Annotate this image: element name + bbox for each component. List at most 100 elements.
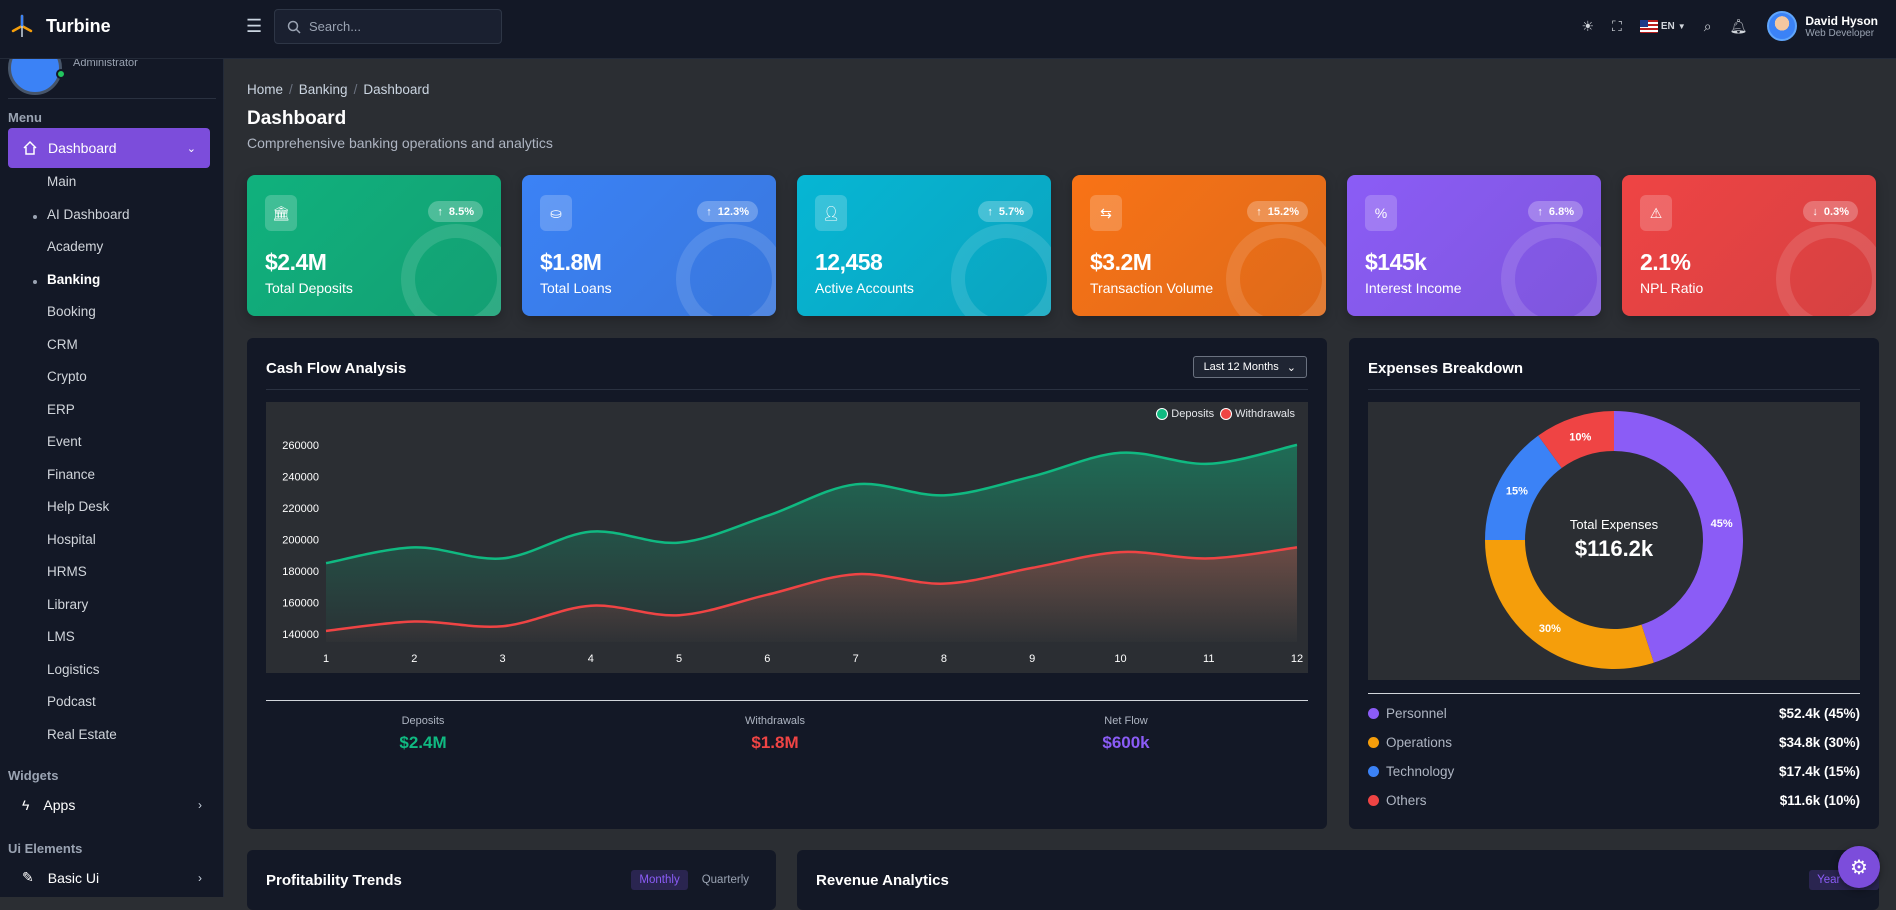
sidebar-item-booking[interactable]: Booking: [47, 304, 96, 319]
arrow-up-icon: ↑: [437, 206, 443, 218]
sidebar-item-help-desk[interactable]: Help Desk: [47, 499, 109, 514]
revenue-panel: Revenue Analytics Year to Da: [797, 850, 1879, 910]
sidebar-item-apps[interactable]: ϟ Apps ›: [22, 797, 202, 813]
period-select-value: Last 12 Months: [1204, 361, 1279, 373]
us-flag-icon: [1640, 20, 1658, 33]
page-title: Dashboard: [247, 108, 346, 130]
change-badge: ↑ 5.7%: [978, 201, 1033, 222]
panel-title: Revenue Analytics: [816, 872, 949, 889]
sidebar-item-event[interactable]: Event: [47, 434, 82, 449]
sidebar-item-finance[interactable]: Finance: [47, 467, 95, 482]
home-icon: [22, 140, 38, 156]
sidebar-item-logistics[interactable]: Logistics: [47, 662, 100, 677]
sidebar-item-ai-dashboard[interactable]: AI Dashboard: [47, 207, 130, 222]
x-tick-label: 5: [676, 653, 682, 665]
change-value: 6.8%: [1549, 206, 1574, 218]
bell-icon[interactable]: 🔔︎: [1730, 18, 1748, 35]
sidebar-item-hrms[interactable]: HRMS: [47, 564, 87, 579]
donut-center-label: Total Expenses: [1570, 517, 1659, 532]
legend-item-withdrawals[interactable]: Withdrawals: [1220, 408, 1295, 420]
arrow-up-icon: ↑: [987, 206, 993, 218]
user-name: David Hyson: [1805, 14, 1878, 28]
stat-card-npl-ratio[interactable]: ⚠↓0.3%2.1%NPL Ratio: [1622, 175, 1876, 316]
sidebar-item-dashboard[interactable]: Dashboard ⌄: [8, 128, 210, 168]
summary-value: $600k: [1026, 733, 1226, 753]
expense-row-personnel: Personnel$52.4k (45%): [1368, 706, 1860, 721]
search-input[interactable]: [309, 19, 489, 34]
chevron-right-icon: ›: [198, 798, 202, 812]
period-tabs: Monthly Quarterly: [631, 870, 757, 890]
period-select[interactable]: Last 12 Months ⌄: [1193, 356, 1307, 378]
breadcrumb-banking[interactable]: Banking: [299, 82, 348, 97]
sidebar-item-hospital[interactable]: Hospital: [47, 532, 96, 547]
language-code: EN: [1661, 21, 1675, 32]
menu-toggle-icon[interactable]: ☰: [246, 17, 264, 35]
fullscreen-icon[interactable]: ⛶: [1612, 18, 1622, 35]
profitability-panel: Profitability Trends Monthly Quarterly: [247, 850, 776, 910]
sidebar-item-academy[interactable]: Academy: [47, 239, 103, 254]
active-bullet-icon: [33, 215, 37, 219]
sidebar-item-erp[interactable]: ERP: [47, 402, 75, 417]
feather-icon: ✎: [22, 869, 34, 886]
settings-fab[interactable]: ⚙: [1838, 846, 1880, 888]
tab-quarterly[interactable]: Quarterly: [694, 870, 757, 890]
section-title-widgets: Widgets: [8, 768, 58, 783]
change-value: 0.3%: [1824, 206, 1849, 218]
y-tick-label: 160000: [282, 598, 319, 610]
sidebar-item-banking[interactable]: Banking: [47, 272, 100, 287]
sidebar-item-label: Apps: [43, 797, 75, 813]
expenses-panel: Expenses Breakdown Total Expenses $116.2…: [1349, 338, 1879, 829]
search-icon[interactable]: ⌕: [1704, 18, 1712, 35]
expense-row-technology: Technology$17.4k (15%): [1368, 764, 1860, 779]
sidebar-item-real-estate[interactable]: Real Estate: [47, 727, 117, 742]
sidebar-item-podcast[interactable]: Podcast: [47, 694, 96, 709]
sidebar-item-main[interactable]: Main: [47, 174, 76, 189]
sidebar-item-lms[interactable]: LMS: [47, 629, 75, 644]
theme-toggle-icon[interactable]: ☀: [1581, 18, 1594, 35]
user-menu[interactable]: David Hyson Web Developer: [1767, 11, 1878, 41]
sidebar-item-crm[interactable]: CRM: [47, 337, 78, 352]
tab-monthly[interactable]: Monthly: [631, 870, 687, 890]
search-box[interactable]: [274, 9, 502, 44]
x-tick-label: 6: [764, 653, 770, 665]
breadcrumb-home[interactable]: Home: [247, 82, 283, 97]
stat-value: $3.2M: [1090, 249, 1151, 276]
sidebar-item-library[interactable]: Library: [47, 597, 88, 612]
summary-label: Net Flow: [1026, 715, 1226, 727]
summary-net-flow: Net Flow $600k: [1026, 715, 1226, 753]
section-title-ui-elements: Ui Elements: [8, 841, 82, 856]
hand-coins-icon: ⛀: [540, 195, 572, 231]
language-selector[interactable]: EN ▼: [1640, 20, 1686, 33]
gear-icon: ⚙: [1850, 855, 1868, 880]
arrow-up-icon: ↑: [1256, 206, 1262, 218]
x-tick-label: 3: [499, 653, 505, 665]
sidebar-item-label: Basic Ui: [48, 870, 99, 886]
color-dot: [1368, 795, 1379, 806]
change-value: 5.7%: [999, 206, 1024, 218]
summary-deposits: Deposits$2.4M: [323, 715, 523, 753]
sidebar-item-basic-ui[interactable]: ✎ Basic Ui ›: [22, 869, 202, 886]
brand[interactable]: Turbine: [10, 14, 111, 38]
sidebar-item-crypto[interactable]: Crypto: [47, 369, 87, 384]
legend-item-deposits[interactable]: Deposits: [1156, 408, 1214, 420]
summary-label: Deposits: [323, 715, 523, 727]
divider: [266, 389, 1308, 390]
panel-title: Profitability Trends: [266, 872, 402, 889]
bank-icon: 🏛︎: [265, 195, 297, 231]
expense-amount: $52.4k (45%): [1779, 706, 1860, 721]
y-tick-label: 140000: [282, 629, 319, 641]
card-decoration: [951, 224, 1051, 316]
exchange-icon: ⇆: [1090, 195, 1122, 231]
x-tick-label: 10: [1114, 653, 1126, 665]
sidebar-item-label: Dashboard: [48, 140, 117, 156]
color-dot: [1368, 737, 1379, 748]
panel-title: Cash Flow Analysis: [266, 360, 406, 377]
change-value: 8.5%: [449, 206, 474, 218]
x-tick-label: 12: [1291, 653, 1303, 665]
